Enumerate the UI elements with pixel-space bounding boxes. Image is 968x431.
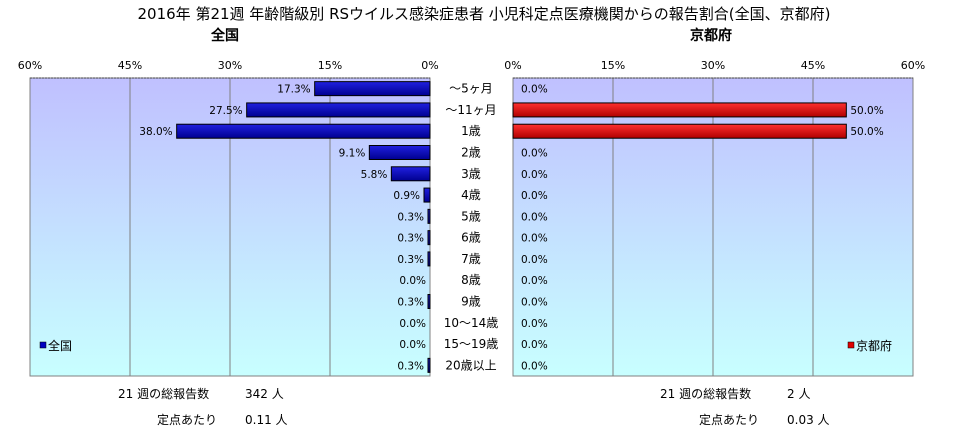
right-data-label: 0.0% xyxy=(521,211,548,223)
left-legend-swatch xyxy=(39,341,47,349)
category-label: 7歳 xyxy=(461,252,481,266)
national-per-label: 定点あたり xyxy=(157,413,218,427)
left-bar xyxy=(423,187,431,203)
category-label: ～5ヶ月 xyxy=(449,82,493,96)
left-data-label: 0.9% xyxy=(393,190,420,202)
category-label: ～11ヶ月 xyxy=(445,103,496,117)
left-data-label: 9.1% xyxy=(339,148,366,160)
right-tick-label: 60% xyxy=(901,59,925,72)
left-bar xyxy=(390,166,431,182)
left-bar xyxy=(246,102,431,118)
national-total-label: 21 週の総報告数 xyxy=(118,387,210,401)
left-data-label: 0.0% xyxy=(399,275,426,287)
right-data-label: 0.0% xyxy=(521,318,548,330)
left-bar xyxy=(427,208,431,224)
category-label: 2歳 xyxy=(461,146,481,160)
right-data-label: 0.0% xyxy=(521,360,548,372)
right-data-label: 50.0% xyxy=(850,126,883,138)
left-bar xyxy=(427,230,431,246)
right-bar xyxy=(512,102,847,118)
right-data-label: 0.0% xyxy=(521,297,548,309)
right-bar xyxy=(512,123,847,139)
category-label: 9歳 xyxy=(461,295,481,309)
category-label: 1歳 xyxy=(461,124,481,138)
right-data-label: 50.0% xyxy=(850,105,883,117)
left-tick-label: 15% xyxy=(318,59,342,72)
right-data-label: 0.0% xyxy=(521,84,548,96)
left-data-label: 0.0% xyxy=(399,339,426,351)
right-legend-swatch xyxy=(847,341,855,349)
right-tick-label: 30% xyxy=(701,59,725,72)
left-bar xyxy=(368,145,431,160)
right-data-label: 0.0% xyxy=(521,254,548,266)
kyoto-total-value: 2 人 xyxy=(787,387,811,401)
category-label: 3歳 xyxy=(461,167,481,181)
left-bar xyxy=(314,81,431,97)
category-label: 8歳 xyxy=(461,273,481,287)
left-panel-title: 全国 xyxy=(211,28,239,44)
national-per-value: 0.11 人 xyxy=(245,413,288,427)
left-data-label: 27.5% xyxy=(209,105,242,117)
right-data-label: 0.0% xyxy=(521,190,548,202)
left-bar xyxy=(427,294,431,309)
left-data-label: 0.3% xyxy=(397,360,424,372)
chart-title: 2016年 第21週 年齢階級別 RSウイルス感染症患者 小児科定点医療機関から… xyxy=(137,5,831,23)
left-bar xyxy=(176,123,431,139)
category-label: 6歳 xyxy=(461,231,481,245)
left-bar xyxy=(427,251,431,267)
left-bar xyxy=(427,357,431,373)
right-tick-label: 0% xyxy=(504,59,521,72)
left-data-label: 0.3% xyxy=(397,211,424,223)
left-data-label: 0.3% xyxy=(397,254,424,266)
left-data-label: 0.3% xyxy=(397,233,424,245)
right-data-label: 0.0% xyxy=(521,339,548,351)
left-tick-label: 0% xyxy=(421,59,438,72)
right-data-label: 0.0% xyxy=(521,148,548,160)
kyoto-total-label: 21 週の総報告数 xyxy=(660,387,752,401)
left-tick-label: 60% xyxy=(18,59,42,72)
left-data-label: 17.3% xyxy=(277,84,310,96)
left-legend-label: 全国 xyxy=(48,338,72,353)
national-total-value: 342 人 xyxy=(245,387,284,401)
left-tick-label: 30% xyxy=(218,59,242,72)
right-data-label: 0.0% xyxy=(521,275,548,287)
right-data-label: 0.0% xyxy=(521,233,548,245)
category-label: 10～14歳 xyxy=(444,316,499,330)
kyoto-per-label: 定点あたり xyxy=(699,413,760,427)
category-label: 20歳以上 xyxy=(445,358,496,372)
category-label: 5歳 xyxy=(461,209,481,223)
left-data-label: 0.0% xyxy=(399,318,426,330)
kyoto-per-value: 0.03 人 xyxy=(787,413,830,427)
right-legend-label: 京都府 xyxy=(856,338,892,353)
left-data-label: 38.0% xyxy=(139,126,172,138)
right-tick-label: 15% xyxy=(601,59,625,72)
category-label: 4歳 xyxy=(461,188,481,202)
right-panel-title: 京都府 xyxy=(690,28,732,44)
left-data-label: 0.3% xyxy=(397,297,424,309)
right-tick-label: 45% xyxy=(801,59,825,72)
right-data-label: 0.0% xyxy=(521,169,548,181)
left-data-label: 5.8% xyxy=(361,169,388,181)
left-tick-label: 45% xyxy=(118,59,142,72)
category-label: 15～19歳 xyxy=(444,337,499,351)
